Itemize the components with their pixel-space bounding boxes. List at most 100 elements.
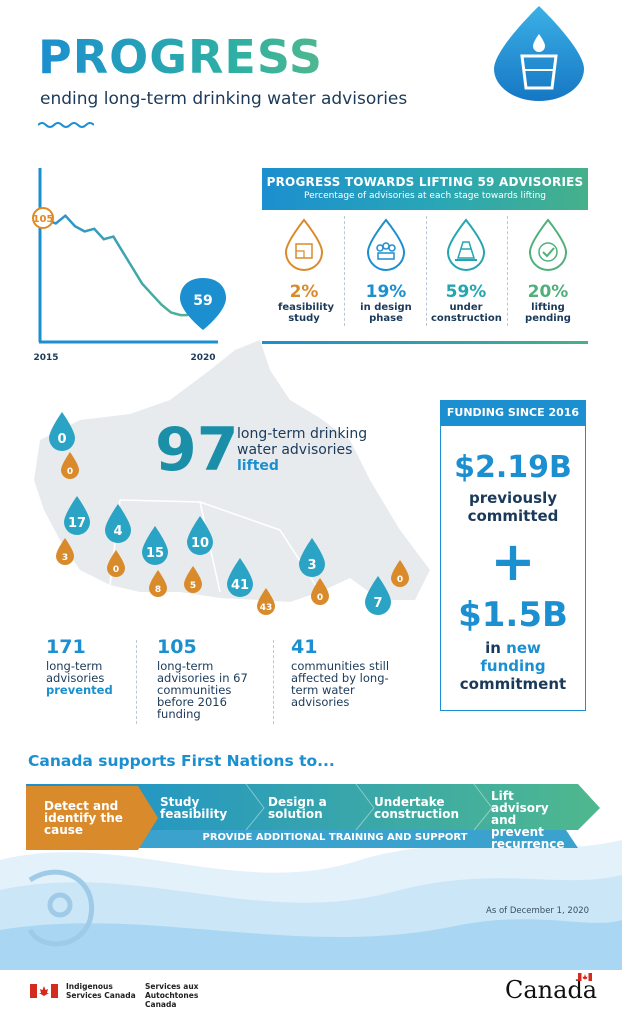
map-marker-blue: 7 bbox=[365, 576, 391, 615]
stage-pct: 19% bbox=[365, 282, 407, 302]
stage-feasibility: 2% feasibility study bbox=[264, 210, 344, 324]
step-study: Study feasibility bbox=[160, 795, 228, 821]
map-marker-blue: 4 bbox=[105, 504, 131, 543]
stat-number: 41 bbox=[291, 636, 318, 658]
stat-text: long-term advisories in 67 communities b… bbox=[157, 659, 248, 721]
map-marker-blue: 15 bbox=[142, 526, 168, 565]
progress-heading: PROGRESS TOWARDS LIFTING 59 ADVISORIES P… bbox=[262, 168, 588, 210]
as-of-date: As of December 1, 2020 bbox=[486, 906, 590, 916]
map-marker-value: 0 bbox=[57, 432, 66, 447]
stage-label: under construction bbox=[431, 302, 502, 324]
page-title: PROGRESS bbox=[38, 30, 324, 84]
funding-text-new: in new funding commitment bbox=[459, 639, 567, 693]
stat-number: 105 bbox=[157, 636, 197, 658]
stage-pct: 2% bbox=[289, 282, 319, 302]
stat-divider bbox=[136, 640, 137, 724]
map-marker-value: 0 bbox=[317, 593, 323, 603]
stage-label: lifting pending bbox=[525, 302, 571, 324]
map-marker-value: 41 bbox=[231, 578, 249, 593]
step-detect: Detect and identify the cause bbox=[44, 799, 123, 837]
map-marker-value: 3 bbox=[307, 558, 316, 573]
lifted-text: long-term drinking water advisories bbox=[237, 426, 368, 458]
formline-art bbox=[27, 869, 94, 947]
map-marker-value: 8 bbox=[155, 585, 161, 595]
map-marker-value: 15 bbox=[146, 546, 164, 561]
canada-flag-icon bbox=[30, 984, 58, 998]
page-subtitle: ending long-term drinking water advisori… bbox=[40, 89, 408, 109]
map-marker-orange: 5 bbox=[184, 566, 202, 593]
stage-lifting: 20% lifting pending bbox=[508, 210, 588, 324]
progress-subtitle: Percentage of advisories at each stage t… bbox=[303, 191, 547, 201]
wave-background bbox=[0, 840, 622, 970]
map-marker-orange: 0 bbox=[311, 578, 329, 605]
map-marker-blue: 0 bbox=[49, 412, 75, 451]
training-banner: PROVIDE ADDITIONAL TRAINING AND SUPPORT bbox=[202, 832, 468, 843]
map-marker-orange: 0 bbox=[61, 452, 79, 479]
blueprint-icon bbox=[284, 218, 324, 271]
funding-box: $2.19B previously committed + $1.5B in n… bbox=[440, 426, 586, 711]
step-lift: Lift advisory and prevent recurrence bbox=[491, 789, 565, 851]
lifted-emphasis: lifted bbox=[237, 458, 279, 474]
map-marker-blue: 41 bbox=[227, 558, 253, 597]
map-marker-value: 4 bbox=[113, 524, 122, 539]
plus-icon: + bbox=[490, 530, 536, 593]
checkmark-icon bbox=[528, 218, 568, 271]
map-marker-value: 10 bbox=[191, 536, 209, 551]
x-tick-2020: 2020 bbox=[190, 353, 215, 363]
stage-label: feasibility study bbox=[278, 302, 335, 324]
map-landmass bbox=[34, 340, 430, 602]
stat-text: long-term advisories prevented bbox=[46, 659, 113, 697]
process-steps bbox=[26, 783, 600, 850]
stage-construction: 59% under construction bbox=[426, 210, 506, 324]
stage-design: 19% in design phase bbox=[346, 210, 426, 324]
stat-text: communities still affected by long-term … bbox=[291, 659, 390, 709]
map-marker-value: 0 bbox=[397, 575, 403, 585]
map-marker-value: 17 bbox=[68, 516, 86, 531]
team-icon bbox=[366, 218, 406, 271]
wave-divider bbox=[38, 122, 94, 128]
start-marker bbox=[32, 207, 54, 229]
lifted-count: 97 bbox=[155, 415, 239, 485]
funding-amount-new: $1.5B bbox=[458, 595, 568, 635]
water-glass-drop-icon bbox=[494, 6, 584, 101]
x-tick-2015: 2015 bbox=[33, 353, 58, 363]
lifted-description: long-term drinking water advisories lift… bbox=[237, 426, 387, 474]
wordmark-flag-icon bbox=[578, 973, 592, 981]
map-marker-value: 7 bbox=[373, 596, 382, 611]
end-pin-icon bbox=[180, 278, 226, 330]
progress-stages: 2% feasibility study 19% in design phase… bbox=[262, 210, 588, 342]
map-marker-orange: 3 bbox=[56, 538, 74, 565]
map-marker-value: 43 bbox=[260, 603, 273, 613]
funding-text-previous: previously committed bbox=[467, 489, 559, 525]
map-marker-blue: 3 bbox=[299, 538, 325, 577]
map-marker-value: 5 bbox=[190, 581, 196, 591]
funding-heading: FUNDING SINCE 2016 bbox=[440, 400, 586, 426]
stat-divider bbox=[273, 640, 274, 724]
map-marker-value: 0 bbox=[67, 467, 73, 477]
progress-title: PROGRESS TOWARDS LIFTING 59 ADVISORIES bbox=[266, 175, 584, 189]
map-marker-orange: 0 bbox=[107, 550, 125, 577]
stat-prevented: 171 long-term advisories prevented bbox=[46, 636, 146, 696]
funding-amount-previous: $2.19B bbox=[454, 450, 572, 485]
step-construction: Undertake construction bbox=[374, 795, 459, 821]
end-point bbox=[200, 309, 206, 316]
progress-underline bbox=[262, 341, 588, 344]
map-marker-value: 3 bbox=[62, 553, 68, 563]
map-marker-orange: 43 bbox=[257, 588, 275, 615]
map-marker-orange: 8 bbox=[149, 570, 167, 597]
advisories-series-line bbox=[42, 213, 204, 317]
supports-heading: Canada supports First Nations to... bbox=[28, 752, 335, 770]
map-marker-blue: 10 bbox=[187, 516, 213, 555]
step-design: Design a solution bbox=[268, 795, 327, 821]
department-name-en: Indigenous Services Canada bbox=[66, 982, 136, 1000]
stage-pct: 20% bbox=[527, 282, 569, 302]
stage-label: in design phase bbox=[360, 302, 412, 324]
stat-before-2016: 105 long-term advisories in 67 communiti… bbox=[157, 636, 257, 720]
stage-pct: 59% bbox=[445, 282, 487, 302]
canada-wordmark: Canada bbox=[505, 976, 598, 1004]
map-marker-value: 0 bbox=[113, 565, 119, 575]
end-value-label: 59 bbox=[193, 293, 212, 309]
traffic-cone-icon bbox=[446, 218, 486, 271]
map-marker-orange: 0 bbox=[391, 560, 409, 587]
